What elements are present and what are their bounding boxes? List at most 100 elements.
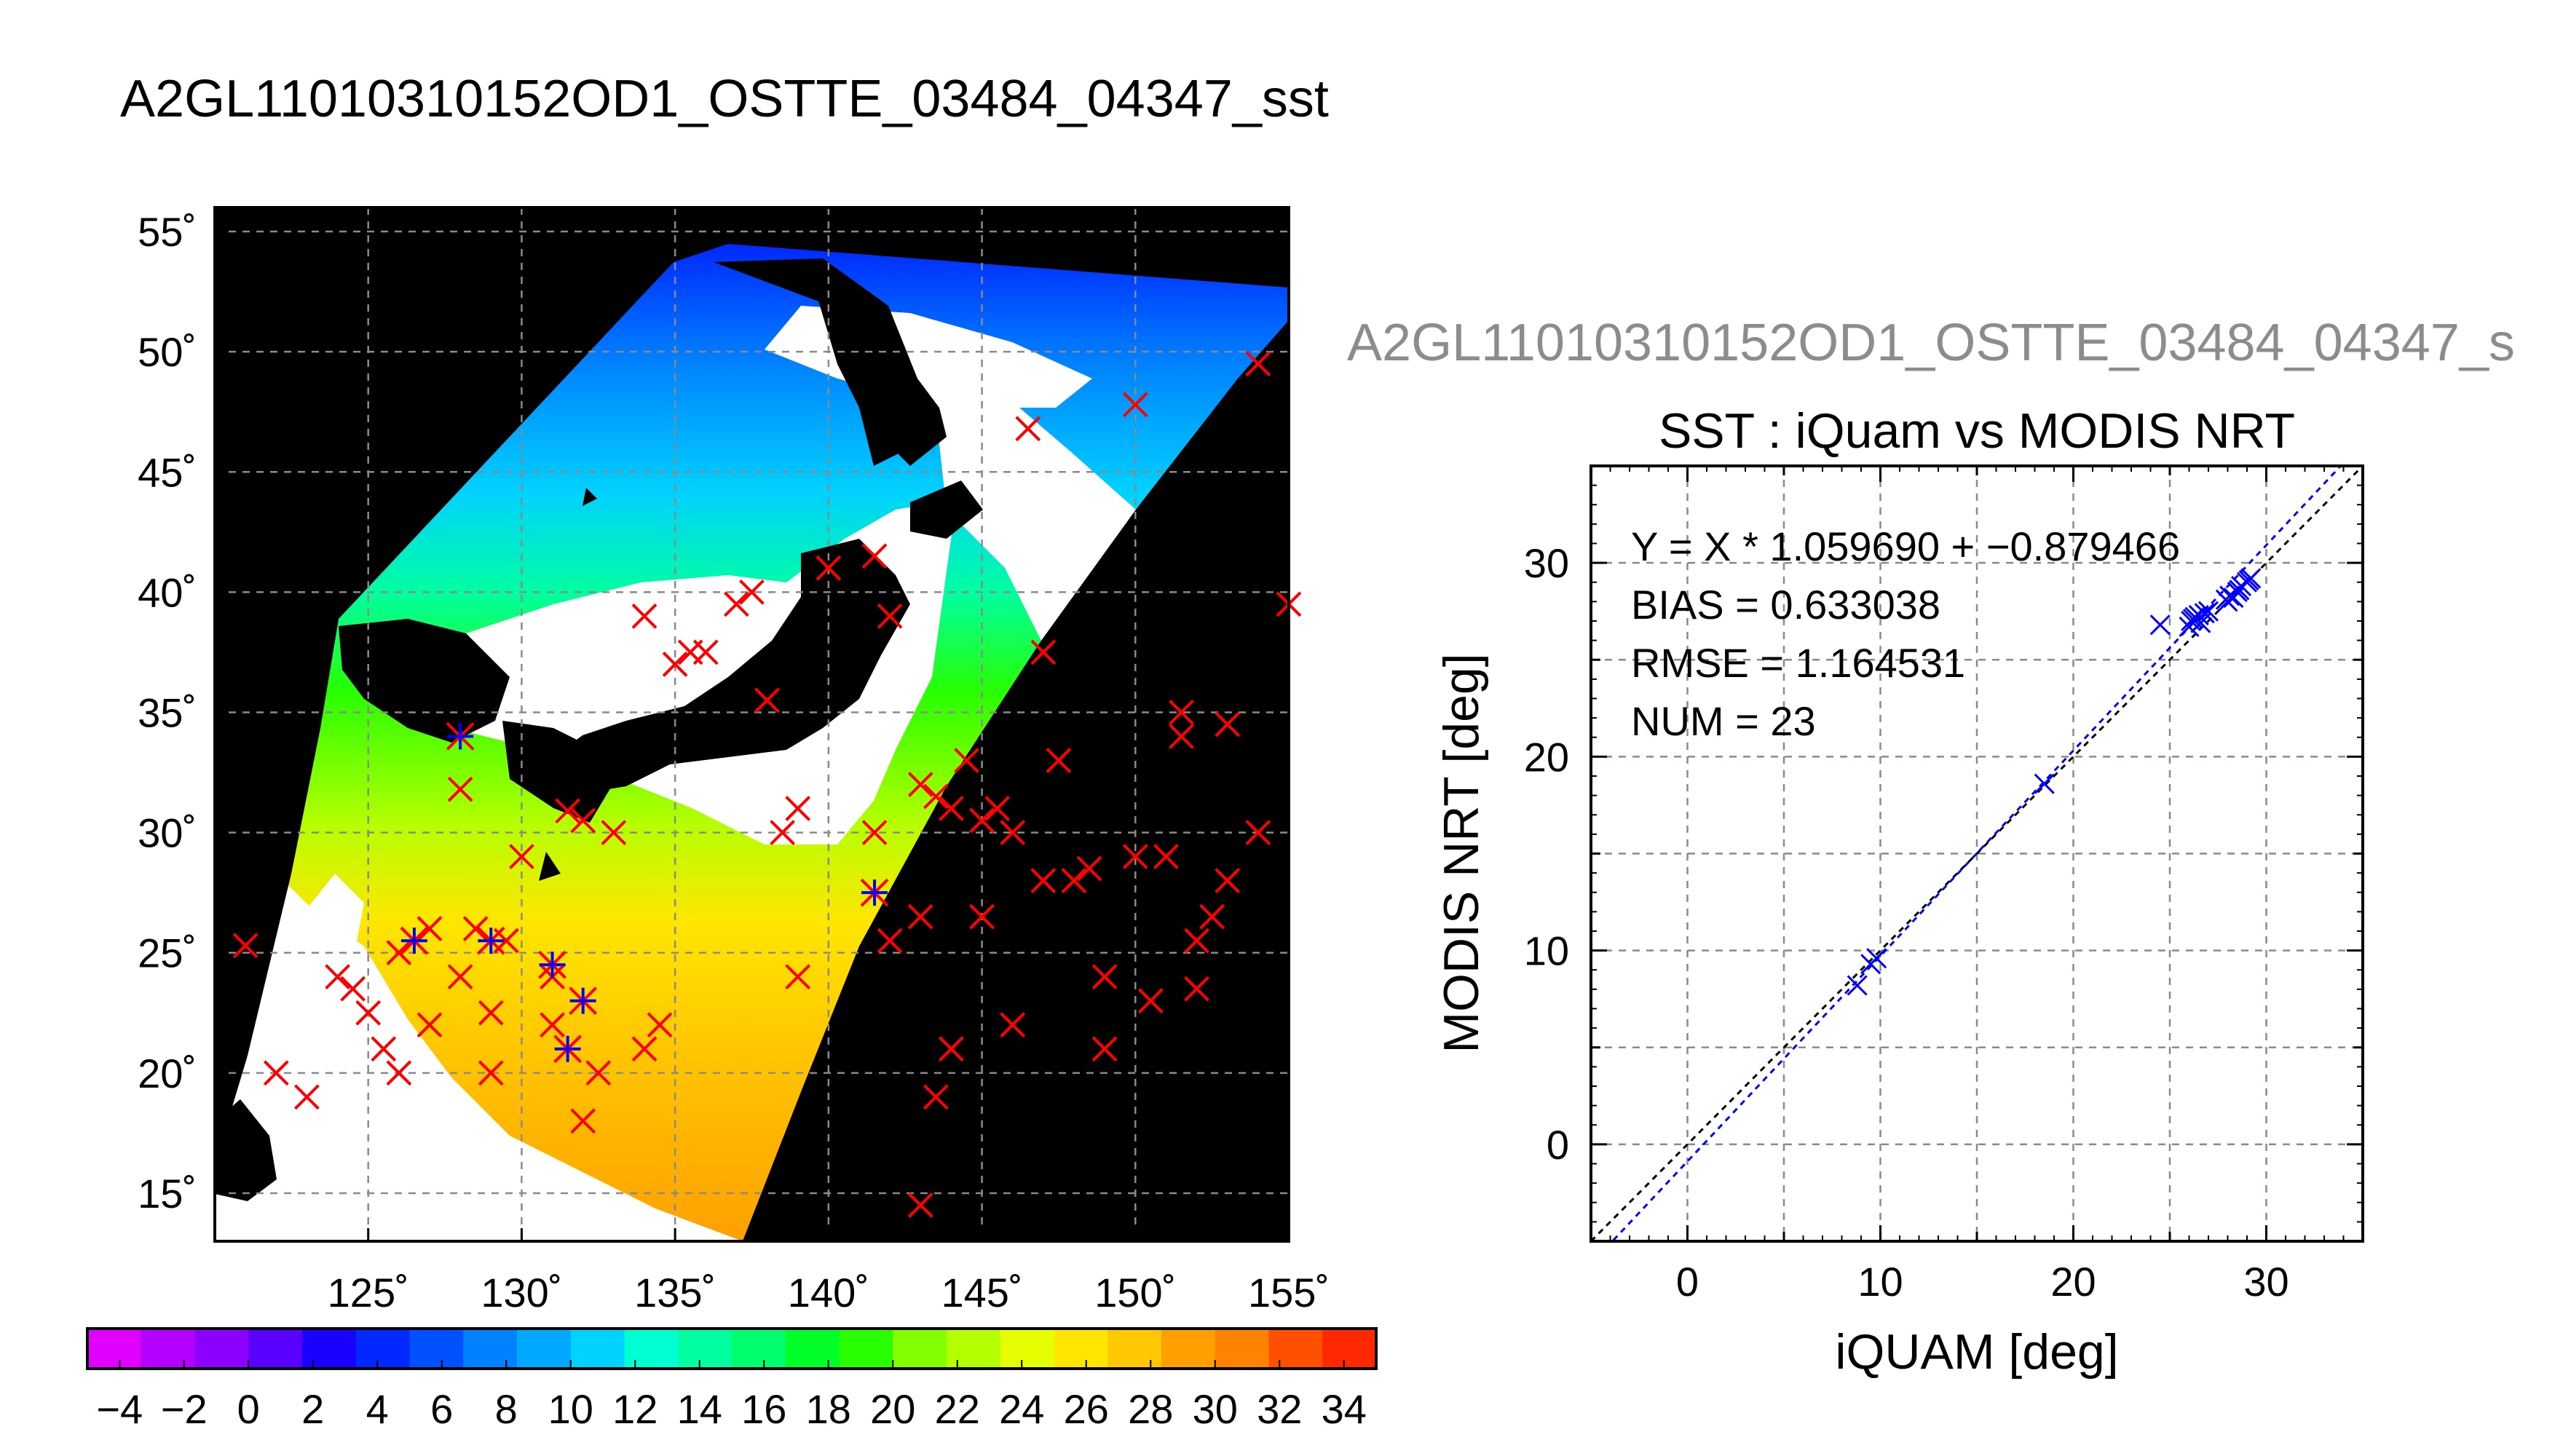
colorbar: −4 −2 0 2 4 6 8 10 12 14 16 18 20 22 24 26 28 30 32 34 bbox=[86, 1327, 1378, 1432]
red-x-marker bbox=[1030, 639, 1057, 665]
red-x-stroke bbox=[325, 964, 350, 990]
red-x-stroke bbox=[1000, 820, 1026, 846]
red-x-stroke bbox=[1000, 1012, 1026, 1038]
colorbar-cell bbox=[194, 1329, 250, 1369]
red-x-stroke bbox=[263, 1060, 289, 1086]
red-x-stroke bbox=[478, 1060, 504, 1086]
red-x-marker bbox=[785, 796, 811, 821]
scatter-point-stroke bbox=[2215, 589, 2236, 610]
red-x-stroke bbox=[1199, 903, 1225, 930]
red-x-stroke bbox=[294, 1084, 320, 1110]
fit-equation: Y = X * 1.059690 + −0.879466 bbox=[1631, 523, 2180, 569]
red-x-marker bbox=[861, 820, 888, 846]
red-x-marker bbox=[739, 579, 765, 605]
colorbar-cell bbox=[570, 1329, 625, 1369]
map-lon-tick-label: 155˚ bbox=[1248, 1270, 1330, 1315]
colorbar-cell bbox=[1215, 1329, 1270, 1369]
scatter-point bbox=[1866, 948, 1887, 969]
red-x-stroke bbox=[923, 783, 949, 810]
main-title: A2GL11010310152OD1_OSTTE_03484_04347_sst bbox=[120, 70, 1329, 128]
red-x-stroke bbox=[447, 964, 473, 990]
colorbar-cell bbox=[141, 1329, 196, 1369]
red-x-stroke bbox=[1184, 976, 1209, 1002]
red-x-stroke bbox=[570, 1108, 596, 1134]
red-x-marker bbox=[1199, 903, 1225, 930]
red-x-marker bbox=[325, 964, 350, 990]
red-x-stroke bbox=[1046, 748, 1072, 773]
red-x-marker bbox=[232, 933, 258, 959]
red-x-marker bbox=[1169, 724, 1194, 749]
red-x-stroke bbox=[877, 603, 903, 629]
red-x-marker bbox=[816, 555, 842, 581]
map-markers bbox=[232, 351, 1302, 1218]
blue-star-marker bbox=[476, 926, 505, 955]
scatter-point bbox=[2149, 614, 2171, 636]
red-x-marker bbox=[1000, 1012, 1026, 1038]
bias-stat: BIAS = 0.633038 bbox=[1631, 582, 1940, 628]
colorbar-cell bbox=[302, 1329, 357, 1369]
red-x-stroke bbox=[1215, 868, 1241, 894]
red-x-marker bbox=[939, 1036, 964, 1062]
colorbar-tick-label: 34 bbox=[1322, 1386, 1367, 1432]
map-lat-tick-label: 40˚ bbox=[138, 569, 197, 615]
red-x-marker bbox=[631, 1036, 657, 1062]
red-x-stroke bbox=[462, 916, 489, 942]
colorbar-tick-label: 22 bbox=[935, 1386, 980, 1432]
red-x-stroke bbox=[647, 1012, 673, 1038]
scatter-grid bbox=[1591, 466, 2363, 1241]
red-x-stroke bbox=[1061, 868, 1087, 894]
colorbar-cell bbox=[1107, 1329, 1162, 1369]
red-x-stroke bbox=[1122, 844, 1148, 870]
scatter-point bbox=[1847, 975, 1868, 996]
red-x-marker bbox=[877, 603, 903, 629]
colorbar-cell bbox=[355, 1329, 411, 1369]
colorbar-cell bbox=[1268, 1329, 1324, 1369]
colorbar-cells bbox=[87, 1329, 1377, 1369]
map-lon-tick-label: 130˚ bbox=[481, 1270, 562, 1315]
colorbar-cell bbox=[678, 1329, 732, 1369]
red-x-marker bbox=[447, 964, 473, 990]
colorbar-tick-label: 2 bbox=[301, 1386, 324, 1432]
blue-star-marker bbox=[538, 950, 566, 979]
red-x-marker bbox=[1122, 392, 1148, 418]
red-x-marker bbox=[923, 783, 949, 810]
red-x-stroke bbox=[770, 820, 796, 846]
colorbar-tick-label: 8 bbox=[495, 1386, 518, 1432]
red-x-stroke bbox=[1091, 964, 1118, 990]
scatter-point-stroke bbox=[1866, 948, 1887, 969]
red-x-marker bbox=[462, 916, 489, 942]
red-x-marker bbox=[647, 1012, 673, 1038]
colorbar-cell bbox=[732, 1329, 786, 1369]
red-x-marker bbox=[509, 844, 534, 870]
colorbar-tick-label: 12 bbox=[612, 1386, 657, 1432]
colorbar-cell bbox=[1054, 1329, 1109, 1369]
red-x-stroke bbox=[662, 652, 688, 677]
red-x-marker bbox=[939, 796, 964, 821]
red-x-stroke bbox=[739, 579, 765, 605]
scatter-y-tick-labels: 0 10 20 30 bbox=[1524, 540, 1569, 1168]
map-lon-tick-label: 125˚ bbox=[328, 1270, 409, 1315]
scatter-y-tick-label: 10 bbox=[1524, 928, 1569, 974]
red-x-marker bbox=[969, 807, 995, 834]
red-x-marker bbox=[585, 1060, 612, 1086]
red-x-stroke bbox=[631, 603, 657, 629]
x-axis-label: iQUAM [deg] bbox=[1835, 1324, 2118, 1380]
red-x-stroke bbox=[1015, 416, 1041, 442]
red-x-stroke bbox=[555, 798, 581, 824]
red-x-stroke bbox=[785, 796, 811, 821]
map-lat-labels: 15˚ 20˚ 25˚ 30˚ 35˚ 40˚ 45˚ 50˚ 55˚ bbox=[138, 209, 197, 1216]
colorbar-tick-label: −2 bbox=[161, 1386, 208, 1432]
red-x-stroke bbox=[939, 796, 964, 821]
red-x-stroke bbox=[785, 964, 811, 990]
scatter-file-title: A2GL11010310152OD1_OSTTE_03484_04347_s bbox=[1347, 314, 2515, 372]
red-x-marker bbox=[1046, 748, 1072, 773]
colorbar-tick-label: 32 bbox=[1257, 1386, 1302, 1432]
map-ticks bbox=[215, 230, 1290, 1241]
red-x-marker bbox=[478, 1060, 504, 1086]
red-x-marker bbox=[1245, 351, 1271, 377]
red-x-stroke bbox=[371, 1036, 397, 1062]
colorbar-tick-label: 14 bbox=[677, 1386, 722, 1432]
red-x-stroke bbox=[692, 639, 719, 665]
colorbar-tick-label: 28 bbox=[1128, 1386, 1173, 1432]
red-x-marker bbox=[294, 1084, 320, 1110]
